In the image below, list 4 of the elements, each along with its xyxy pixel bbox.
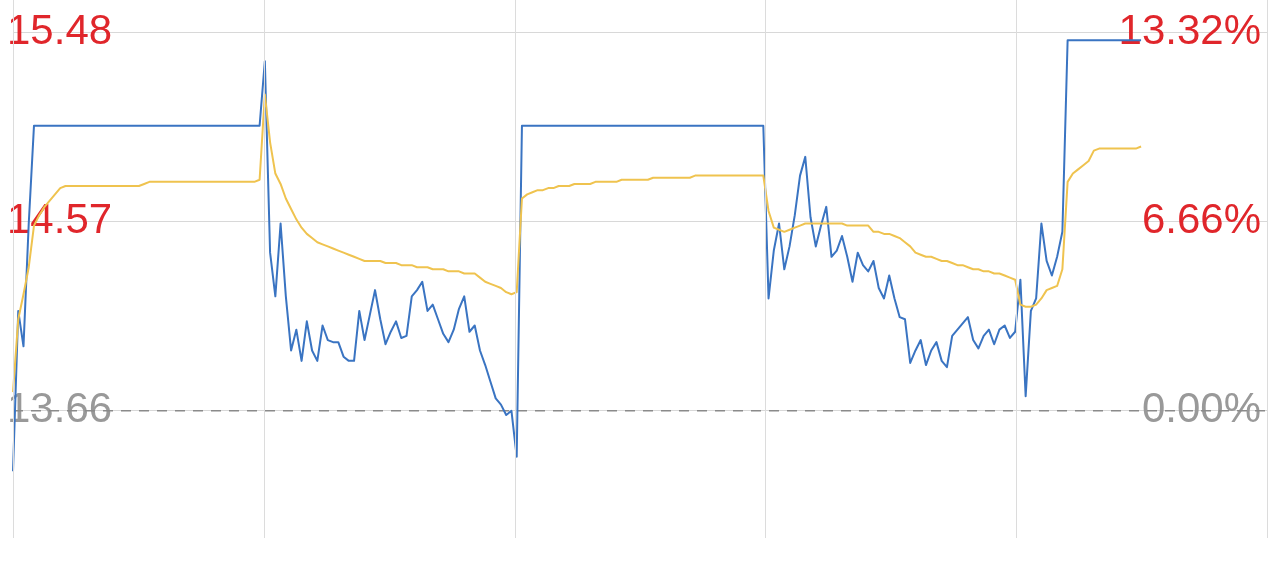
- y2-tick-label: 13.32%: [1118, 5, 1261, 53]
- y2-tick-label: 0.00%: [1141, 384, 1261, 432]
- y-tick-label: 15.48: [7, 5, 113, 53]
- y2-tick-label: 6.66%: [1141, 194, 1261, 242]
